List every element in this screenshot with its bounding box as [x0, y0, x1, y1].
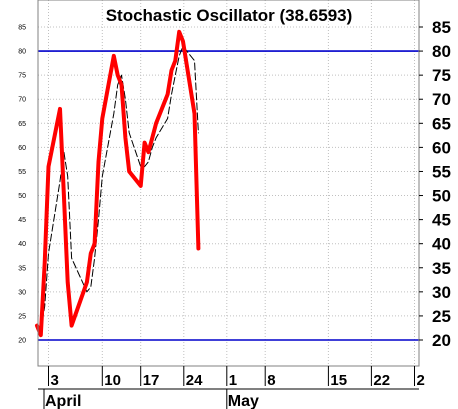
reference-lines — [38, 50, 419, 341]
x-tick-label: 8 — [267, 372, 275, 389]
x-tick-label: 22 — [373, 372, 390, 389]
y-tick-label-right: 60 — [432, 138, 451, 157]
y-tick-label-right: 30 — [432, 283, 451, 302]
y-tick-label-right: 40 — [432, 235, 451, 254]
y-tick-label-right: 55 — [432, 162, 451, 181]
x-tick-label: 15 — [330, 372, 347, 389]
y-tick-label-right: 25 — [432, 307, 451, 326]
y-tick-label-left: 55 — [18, 169, 26, 176]
y-tick-label-right: 45 — [432, 211, 451, 230]
y-tick-label-right: 80 — [432, 42, 451, 61]
y-tick-label-left: 20 — [18, 338, 26, 345]
x-tick-label: 1 — [229, 372, 237, 389]
y-tick-label-left: 85 — [18, 25, 26, 32]
series-group — [35, 29, 201, 338]
y-tick-label-left: 35 — [18, 265, 26, 272]
month-label: May — [228, 393, 259, 409]
y-tick-label-left: 25 — [18, 313, 26, 320]
series-line-solid — [35, 29, 201, 338]
y-tick-label-left: 50 — [18, 193, 26, 200]
x-tick-label: 2 — [417, 372, 425, 389]
y-tick-label-right: 75 — [432, 66, 451, 85]
y-tick-label-right: 70 — [432, 90, 451, 109]
y-axis-left: 20 25 30 35 40 45 50 55 60 65 70 75 80 85 — [18, 25, 26, 345]
x-tick-label: 10 — [104, 372, 121, 389]
chart-title: Stochastic Oscillator (38.6593) — [106, 6, 353, 25]
y-tick-label-right: 20 — [432, 331, 451, 350]
y-tick-label-left: 70 — [18, 97, 26, 104]
y-tick-label-left: 60 — [18, 145, 26, 152]
x-tick-label: 3 — [51, 372, 59, 389]
y-tick-label-right: 35 — [432, 259, 451, 278]
month-label: April — [45, 393, 81, 409]
y-tick-label-left: 30 — [18, 289, 26, 296]
series-line-dashed — [40, 45, 199, 331]
y-tick-label-left: 75 — [18, 73, 26, 80]
y-tick-label-left: 80 — [18, 49, 26, 56]
y-tick-label-left: 65 — [18, 121, 26, 128]
x-tick-label: 17 — [143, 372, 160, 389]
x-tick-label: 24 — [186, 372, 203, 389]
plot-frame — [37, 0, 420, 367]
y-tick-label-left: 45 — [18, 217, 26, 224]
y-tick-label-right: 50 — [432, 187, 451, 206]
y-axis-right: 20 25 30 35 40 45 50 55 60 65 70 75 80 85 — [419, 18, 451, 350]
y-tick-label-right: 65 — [432, 114, 451, 133]
y-tick-label-left: 40 — [18, 241, 26, 248]
y-tick-label-right: 85 — [432, 18, 451, 37]
